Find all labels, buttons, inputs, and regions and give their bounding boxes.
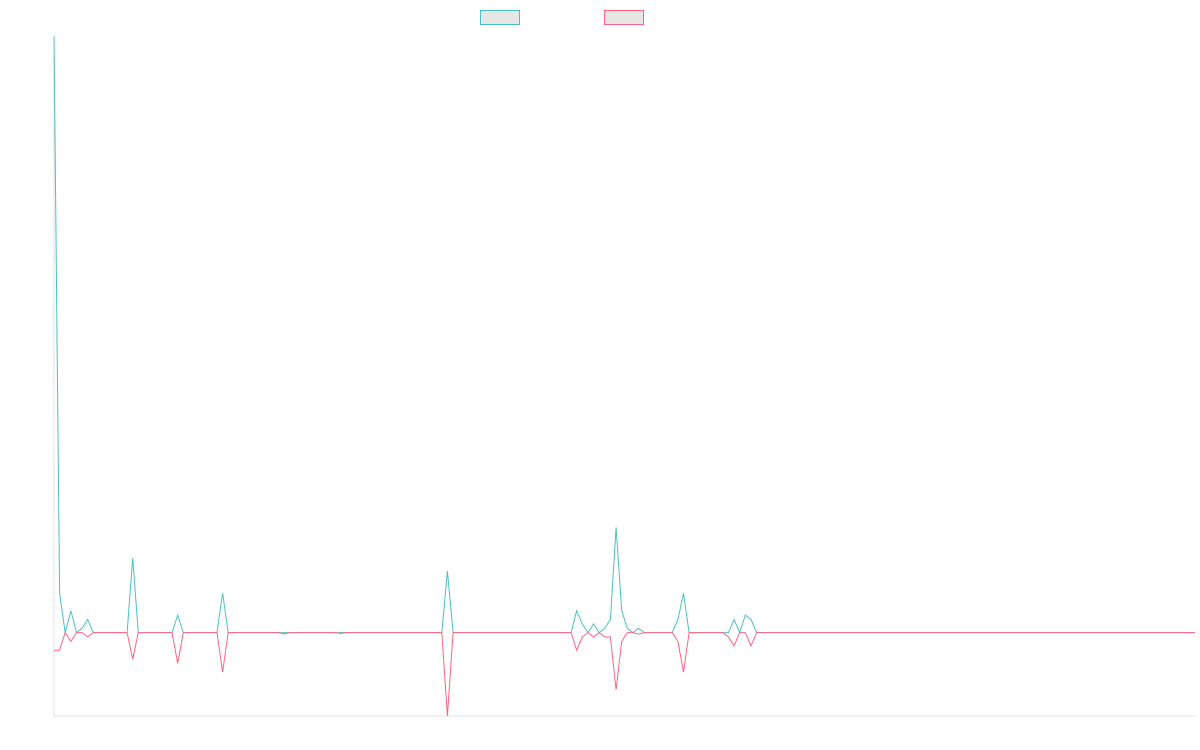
legend-swatch-series-1[interactable] xyxy=(480,10,520,25)
series-line-1 xyxy=(53,35,1195,635)
series-layer xyxy=(53,35,1195,717)
series-line-2 xyxy=(54,631,1195,717)
legend-swatch-series-2[interactable] xyxy=(604,10,644,25)
